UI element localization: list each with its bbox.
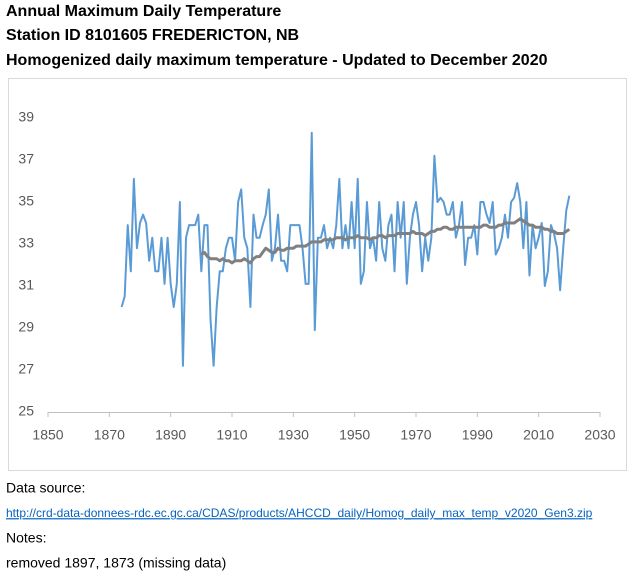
source-label: Data source: xyxy=(6,480,85,496)
x-tick-label: 1910 xyxy=(216,427,247,443)
title-line: Station ID 8101605 FREDERICTON, NB xyxy=(6,27,299,44)
x-tick-label: 1950 xyxy=(339,427,370,443)
x-tick-label: 1970 xyxy=(400,427,431,443)
x-tick-label: 1870 xyxy=(94,427,125,443)
y-tick-label: 31 xyxy=(18,277,34,293)
plot: 25 27 29 31 33 35 37 39 1850 1870 1890 1910 1930 1950… xyxy=(18,109,615,443)
y-tick-label: 35 xyxy=(18,193,34,209)
x-tick-label: 2030 xyxy=(584,427,615,443)
x-tick-label: 1890 xyxy=(155,427,186,443)
notes-label: Notes: xyxy=(6,530,46,546)
chart-border xyxy=(8,78,627,471)
x-tick-label: 2010 xyxy=(523,427,554,443)
trend-line xyxy=(200,217,571,265)
y-tick-label: 33 xyxy=(18,235,34,251)
x-tick-label: 1990 xyxy=(462,427,493,443)
y-tick-label: 39 xyxy=(18,109,34,125)
source-link[interactable]: http://crd-data-donnees-rdc.ec.gc.ca/CDA… xyxy=(6,506,593,520)
title-line: Annual Maximum Daily Temperature xyxy=(6,3,281,20)
title-line: Homogenized daily maximum temperature - … xyxy=(6,52,548,69)
y-tick-label: 37 xyxy=(18,151,34,167)
data-line xyxy=(120,131,571,367)
x-tick-label: 1930 xyxy=(278,427,309,443)
x-tick-label: 1850 xyxy=(32,427,63,443)
y-tick-label: 29 xyxy=(18,319,34,335)
note: removed 1897, 1873 (missing data) xyxy=(6,555,226,571)
y-tick-label: 27 xyxy=(18,361,34,377)
y-tick-label: 25 xyxy=(18,403,34,419)
